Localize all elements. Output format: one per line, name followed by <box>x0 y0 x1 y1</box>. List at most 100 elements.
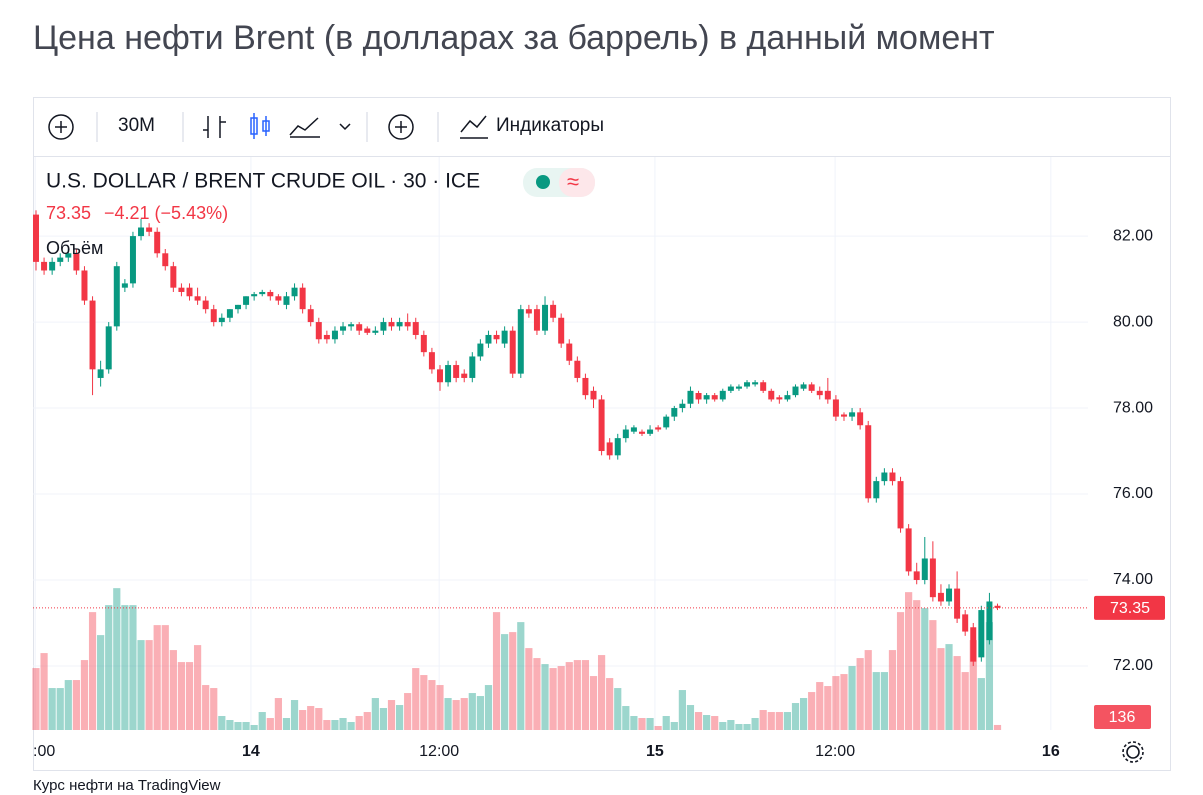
volume-bar <box>799 698 808 730</box>
volume-bar <box>371 698 379 730</box>
volume-bar <box>331 720 339 730</box>
volume-bar <box>129 605 137 730</box>
market-open-dot <box>536 175 550 189</box>
candle-body <box>170 266 177 288</box>
volume-bar <box>97 635 105 730</box>
volume-bar <box>88 612 97 730</box>
volume-bar <box>307 706 315 730</box>
plot-area: 72.00 74.00 76.00 78.00 80.00 82.00:00 14 12:00… <box>32 157 1153 760</box>
page-title: Цена нефти Brent (в долларах за баррель)… <box>33 19 995 57</box>
volume-bar <box>105 605 113 730</box>
volume-bar <box>686 705 695 730</box>
chart-type-menu[interactable] <box>339 123 351 131</box>
volume-bar <box>492 612 501 730</box>
add-button[interactable] <box>388 114 414 140</box>
candle-body <box>283 296 290 305</box>
candle-body <box>340 326 347 331</box>
x-tick-label: :00 <box>33 743 55 760</box>
volume-bar <box>662 716 670 730</box>
candle-body <box>792 386 799 396</box>
volume-bar <box>395 705 404 730</box>
volume-bar <box>832 676 840 730</box>
candle-body <box>202 300 209 310</box>
candle-body <box>832 399 839 417</box>
area-button[interactable] <box>289 117 320 138</box>
volume-bar <box>32 668 40 730</box>
candle-body <box>671 408 678 417</box>
volume-bar <box>678 690 686 730</box>
bars-button[interactable] <box>203 116 226 138</box>
volume-bar <box>921 608 929 730</box>
volume-bar <box>436 685 444 730</box>
volume-bar <box>840 674 848 730</box>
volume-bar <box>121 605 129 730</box>
candle-body <box>186 287 193 297</box>
candle-body <box>477 343 484 357</box>
volume-bar <box>791 703 800 730</box>
volume-bar <box>218 716 226 730</box>
volume-bar <box>266 718 274 730</box>
candle-body <box>113 266 120 327</box>
candle-body <box>251 294 258 297</box>
volume-bar <box>379 708 388 730</box>
footer-link[interactable]: Курс нефти на TradingView <box>33 777 221 794</box>
last-volume-label: 136 <box>1109 709 1136 726</box>
volume-bar <box>985 622 994 730</box>
candle-body <box>849 412 856 417</box>
candle-body <box>41 261 48 271</box>
candle-body <box>234 304 241 310</box>
candle-body <box>897 481 904 529</box>
candle-body <box>299 287 306 310</box>
candle-body <box>929 558 936 598</box>
candle-body <box>638 431 645 434</box>
candle-body <box>331 330 338 340</box>
candle-body <box>32 214 39 262</box>
candle-body <box>647 429 654 434</box>
volume-bar <box>242 722 250 730</box>
volume-bar <box>630 716 638 730</box>
volume-bar <box>614 688 622 730</box>
volume-bar <box>64 680 72 730</box>
volume-bar <box>888 650 897 730</box>
volume-bar <box>751 718 759 730</box>
indicators-button[interactable]: Индикаторы <box>496 115 604 136</box>
volume-bar <box>719 722 727 730</box>
y-tick-label: 80.00 <box>1113 313 1153 330</box>
candle-body <box>81 270 88 301</box>
volume-bar <box>210 688 218 730</box>
volume-bar <box>444 698 452 730</box>
volume-bar <box>929 620 937 730</box>
candle-body <box>946 588 953 602</box>
candle-body <box>388 322 395 327</box>
candle-body <box>695 392 702 400</box>
candle-body <box>655 427 662 430</box>
interval-button[interactable]: 30M <box>118 115 155 136</box>
candles-button[interactable] <box>250 113 270 139</box>
candle-body <box>905 528 912 572</box>
candle-body <box>986 601 993 641</box>
candle-body <box>525 309 532 314</box>
volume-legend: Объём <box>46 238 103 258</box>
candle-body <box>606 442 613 456</box>
volume-bar <box>299 710 307 730</box>
candle-body <box>461 373 468 378</box>
volume-bar <box>452 700 460 730</box>
volume-bar <box>694 712 703 730</box>
settings-button[interactable] <box>1122 741 1144 763</box>
candle-body <box>315 322 322 340</box>
candle-body <box>590 390 597 400</box>
volume-bar <box>711 716 719 730</box>
volume-bar <box>420 675 428 730</box>
volume-bar <box>703 715 711 730</box>
candle-body <box>307 309 314 323</box>
volume-bar <box>145 640 153 730</box>
volume-bar <box>161 625 169 730</box>
candle-body <box>218 317 225 323</box>
compare-button[interactable] <box>48 114 74 140</box>
candle-body <box>372 330 379 333</box>
status-pill-right <box>559 168 595 197</box>
volume-bar <box>646 718 654 730</box>
volume-bar <box>40 653 48 730</box>
candle-body <box>348 324 355 327</box>
